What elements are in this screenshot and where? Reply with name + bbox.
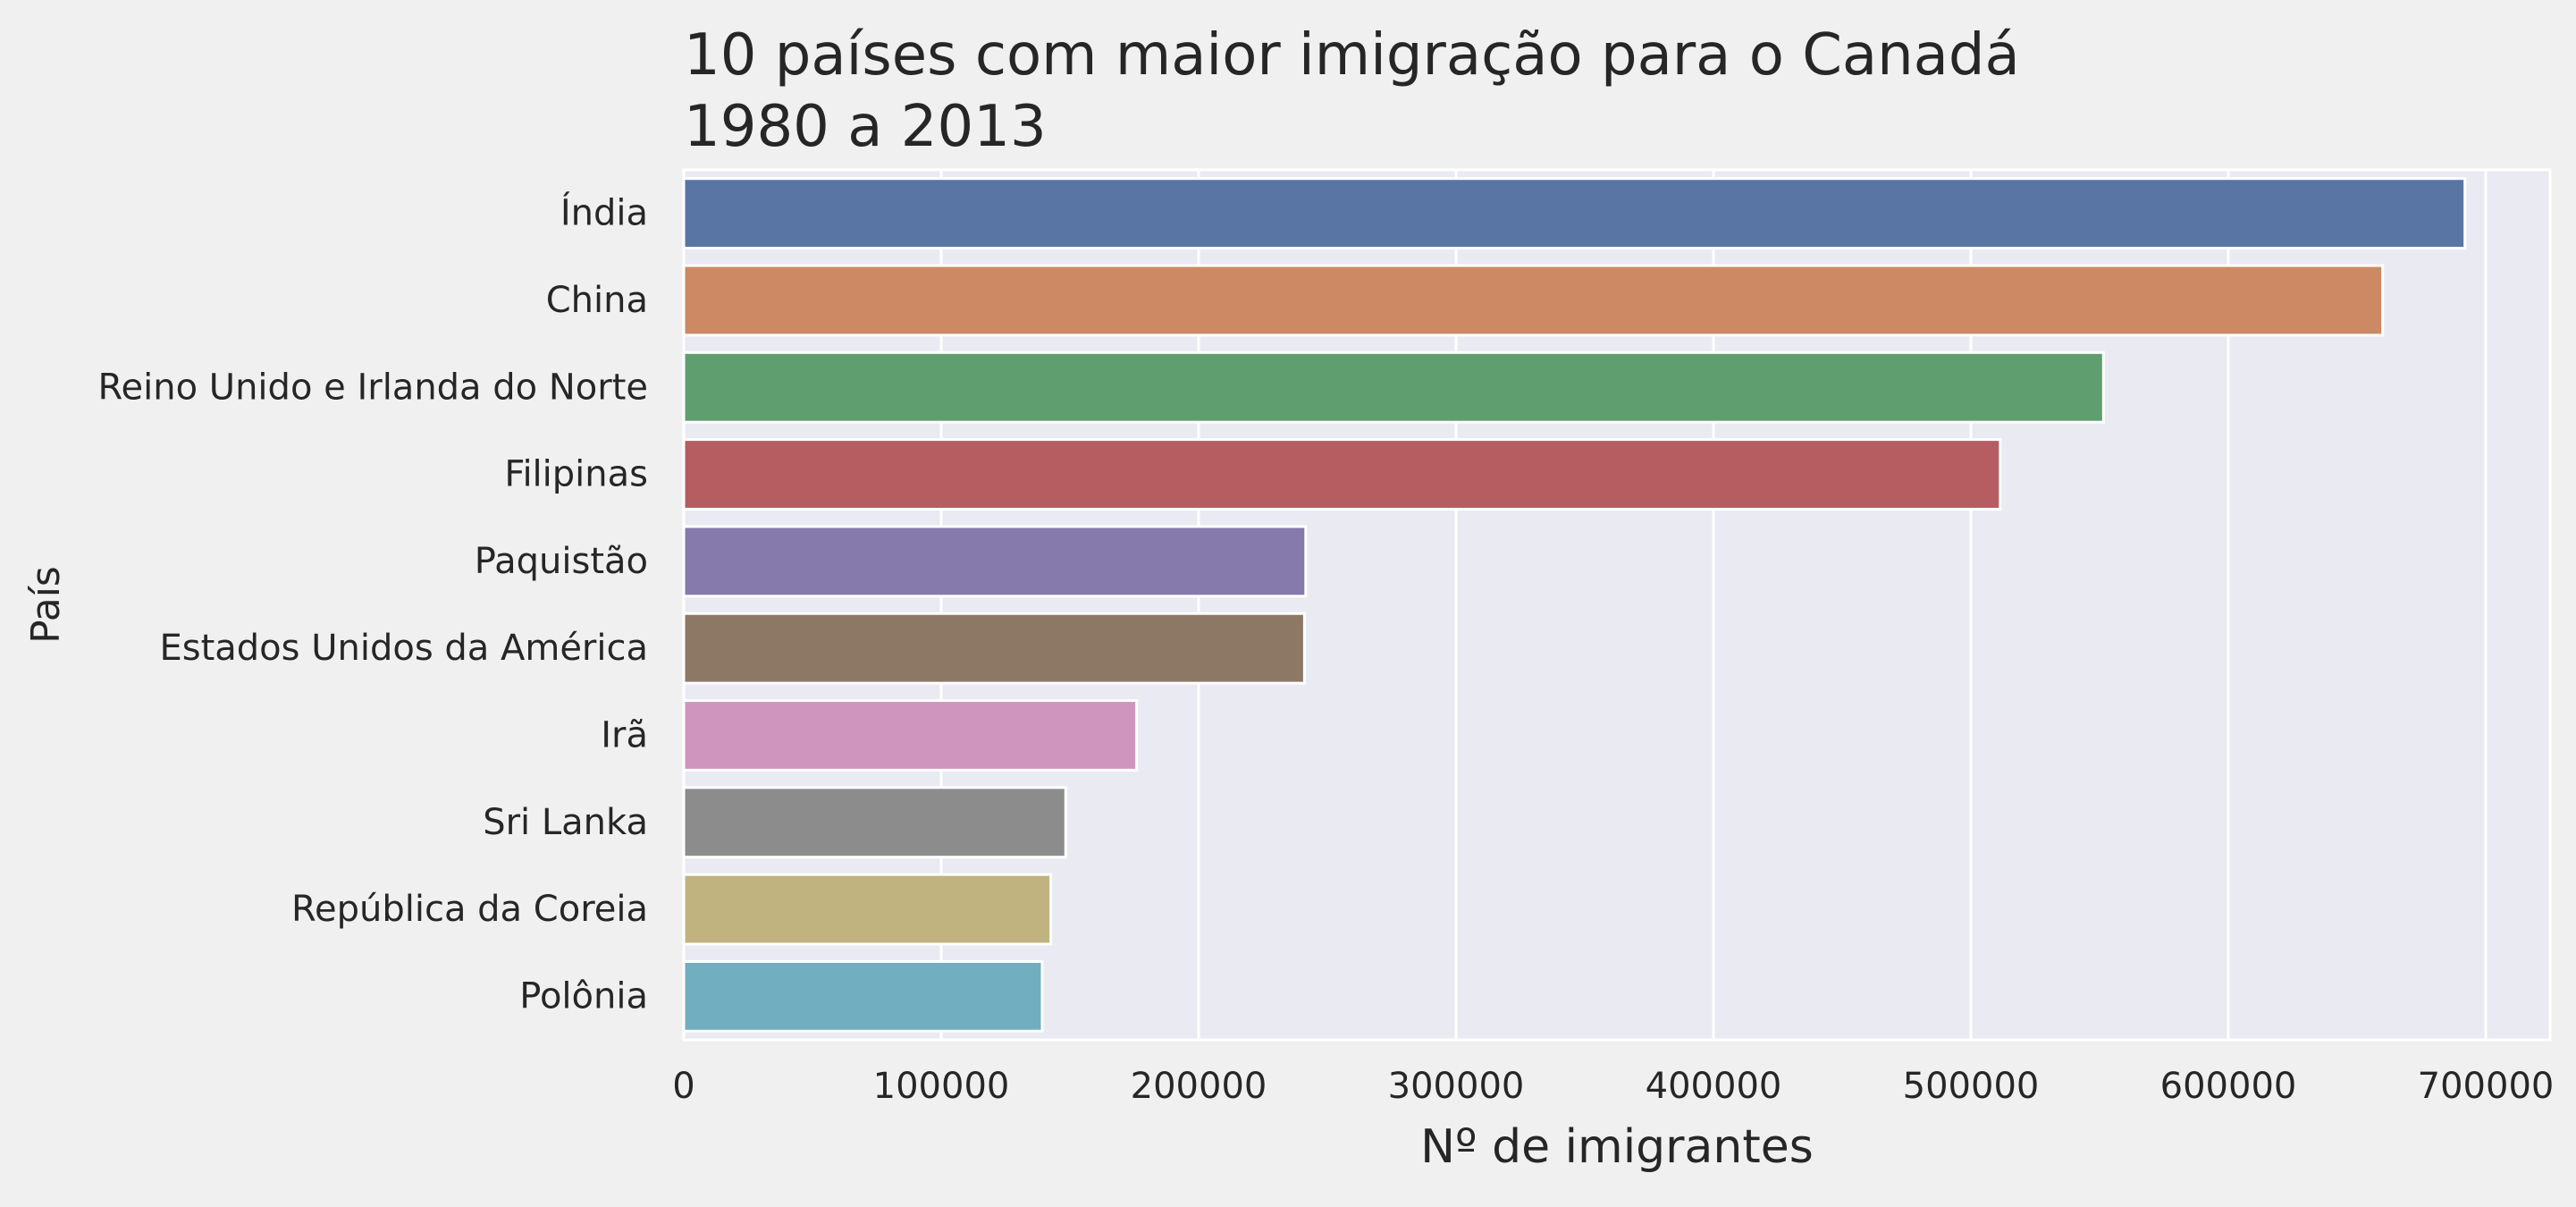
plot-frame (682, 168, 2552, 1042)
bar (682, 177, 2467, 250)
bar (682, 438, 2002, 511)
y-tick-label: Polônia (519, 975, 648, 1017)
y-tick-labels: Índia China Reino Unido e Irlanda do Norte… (98, 191, 648, 1017)
y-tick-label: China (546, 280, 648, 321)
y-tick-label: República da Coreia (291, 889, 648, 930)
y-tick-label: Filipinas (504, 454, 648, 495)
y-axis-label: País (23, 566, 69, 644)
bar (682, 786, 1067, 859)
x-tick-label: 300000 (1388, 1066, 1525, 1107)
chart-title-line-2: 1980 a 2013 (684, 94, 1047, 160)
bar (682, 612, 1306, 685)
x-tick-label: 700000 (2418, 1066, 2555, 1107)
bar (682, 525, 1308, 598)
x-tick-label: 200000 (1131, 1066, 1267, 1107)
chart-title-line-1: 10 países com maior imigração para o Can… (684, 22, 2020, 89)
x-tick-label: 400000 (1646, 1066, 1782, 1107)
bar (682, 873, 1053, 946)
x-tick-label: 0 (672, 1066, 695, 1107)
y-tick-label: Paquistão (475, 541, 648, 582)
y-tick-label: Reino Unido e Irlanda do Norte (98, 367, 648, 408)
y-tick-label: Estados Unidos da América (159, 628, 648, 669)
x-tick-labels: 0 100000 200000 300000 400000 500000 600000 700… (672, 1066, 2554, 1107)
bar (682, 264, 2385, 337)
x-axis-label: Nº de imigrantes (1420, 1120, 1814, 1174)
bar (682, 699, 1139, 772)
y-tick-label: Sri Lanka (483, 802, 648, 843)
x-tick-label: 100000 (873, 1066, 1010, 1107)
y-tick-label: Irã (601, 714, 648, 755)
bar (682, 350, 2105, 424)
x-tick-label: 600000 (2160, 1066, 2297, 1107)
bar (682, 959, 1044, 1033)
y-tick-label: Índia (560, 191, 648, 234)
x-tick-label: 500000 (1903, 1066, 2040, 1107)
